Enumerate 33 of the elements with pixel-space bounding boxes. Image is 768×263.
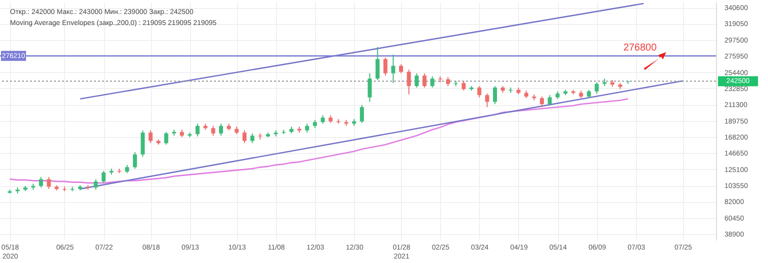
candlestick [462,80,466,92]
candlestick [242,130,247,144]
candlestick [406,69,411,95]
candlestick [46,176,51,190]
candlestick [219,123,224,136]
candlestick [446,76,450,87]
candlestick [196,123,200,137]
candlestick [211,125,216,136]
candlestick [376,46,380,81]
candlestick [360,104,364,124]
candlestick [430,76,434,88]
candlestick [477,86,482,98]
candlestick [368,72,372,102]
candlestick [140,130,145,158]
candlestick [485,93,490,108]
candlestick [548,94,552,106]
candlestick [594,82,599,94]
candlestick [250,132,254,144]
candlestick [391,54,396,84]
candlestick [492,86,497,105]
candlestick [164,131,168,146]
candlestick [305,123,310,134]
annotation: 276800 [623,42,658,54]
candlestick [540,96,544,108]
candlestick [422,72,427,88]
candlestick [132,152,137,170]
candlestick [399,64,404,74]
candlestick [94,178,98,190]
candlestick [102,170,106,184]
candlestick [148,130,153,144]
candlestick [383,57,388,76]
candlestick [39,176,44,188]
candlestick [414,72,419,88]
